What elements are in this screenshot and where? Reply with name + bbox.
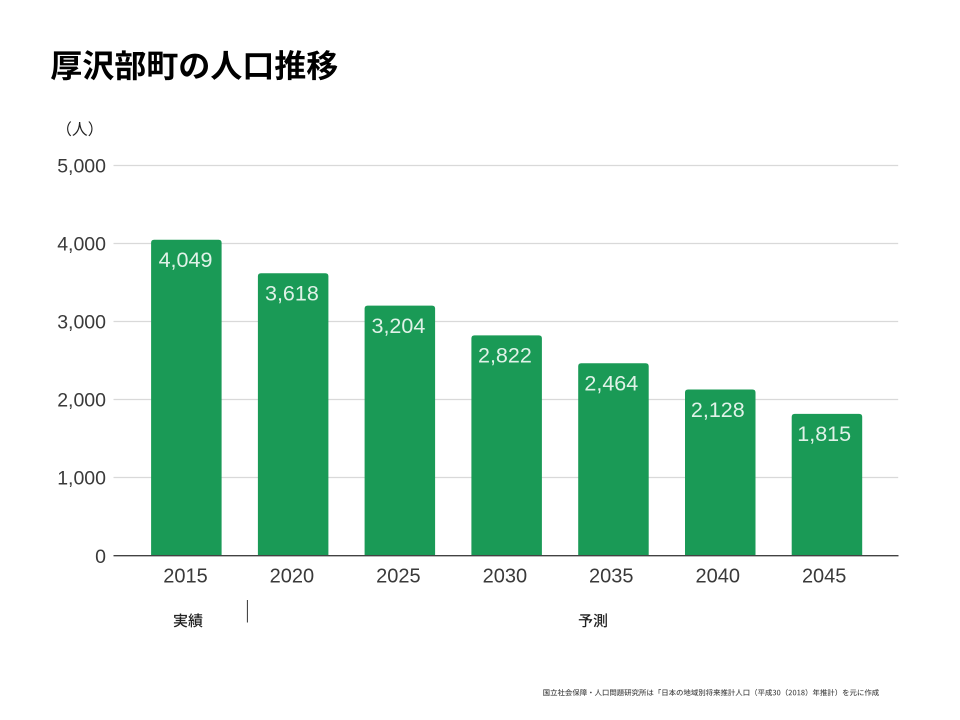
svg-text:3,618: 3,618	[265, 282, 319, 306]
svg-text:4,000: 4,000	[57, 234, 106, 256]
svg-text:2020: 2020	[270, 566, 315, 588]
svg-text:0: 0	[95, 546, 106, 568]
svg-text:2025: 2025	[376, 566, 421, 588]
svg-text:2,000: 2,000	[57, 390, 106, 412]
svg-text:3,204: 3,204	[371, 314, 425, 338]
svg-text:3,000: 3,000	[57, 312, 106, 334]
svg-text:2,464: 2,464	[584, 372, 638, 396]
svg-text:4,049: 4,049	[159, 248, 213, 272]
svg-text:2030: 2030	[483, 566, 528, 588]
svg-text:2,128: 2,128	[691, 398, 745, 422]
svg-text:2,822: 2,822	[478, 344, 532, 368]
svg-text:2040: 2040	[696, 566, 741, 588]
svg-text:1,815: 1,815	[797, 422, 851, 446]
svg-text:5,000: 5,000	[57, 156, 106, 178]
svg-text:2045: 2045	[802, 566, 847, 588]
svg-text:2015: 2015	[163, 566, 208, 588]
svg-text:2035: 2035	[589, 566, 634, 588]
svg-text:1,000: 1,000	[57, 468, 106, 490]
